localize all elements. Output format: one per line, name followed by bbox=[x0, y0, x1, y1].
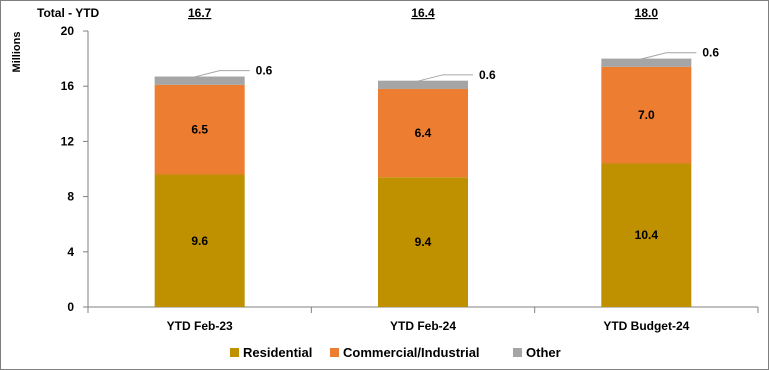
bar-segment-commercial-industrial bbox=[378, 88, 468, 178]
legend-swatch bbox=[230, 348, 239, 357]
x-category-label: YTD Feb-24 bbox=[390, 319, 456, 333]
legend-label: Commercial/Industrial bbox=[343, 345, 480, 360]
total-label: 16.7 bbox=[188, 6, 212, 20]
data-label: 9.4 bbox=[415, 235, 432, 249]
data-label-leader-line bbox=[179, 70, 250, 82]
total-label: 18.0 bbox=[635, 6, 659, 20]
bar-segment-residential bbox=[378, 177, 468, 307]
legend-label: Other bbox=[526, 345, 561, 360]
data-label: 7.0 bbox=[638, 108, 655, 122]
x-category-label: YTD Feb-23 bbox=[167, 319, 233, 333]
data-label: 6.4 bbox=[415, 126, 432, 140]
bar-segment-other bbox=[601, 58, 692, 67]
totals-row-label: Total - YTD bbox=[37, 6, 100, 20]
data-label-leader-line bbox=[626, 52, 697, 64]
bar-segment-residential bbox=[154, 174, 245, 307]
data-label: 0.6 bbox=[702, 46, 719, 60]
data-label: 0.6 bbox=[479, 68, 496, 82]
data-label: 10.4 bbox=[635, 228, 659, 242]
y-axis-title: Millions bbox=[11, 32, 23, 73]
y-tick-label: 20 bbox=[61, 24, 75, 38]
total-label: 16.4 bbox=[411, 6, 435, 20]
y-tick-label: 12 bbox=[61, 134, 75, 148]
y-tick-label: 0 bbox=[67, 300, 74, 314]
legend-label: Residential bbox=[243, 345, 312, 360]
x-category-label: YTD Budget-24 bbox=[603, 319, 689, 333]
y-tick-label: 8 bbox=[67, 190, 74, 204]
y-tick-label: 16 bbox=[61, 79, 75, 93]
data-label-leader-line bbox=[402, 74, 473, 86]
bar-segment-other bbox=[154, 76, 245, 85]
legend-swatch bbox=[330, 348, 339, 357]
bar-segment-commercial-industrial bbox=[154, 84, 245, 175]
legend-swatch bbox=[513, 348, 522, 357]
bar-segment-other bbox=[378, 80, 468, 89]
data-label: 0.6 bbox=[256, 64, 273, 78]
y-tick-label: 4 bbox=[67, 245, 74, 259]
data-label: 6.5 bbox=[191, 123, 208, 137]
bar-segment-residential bbox=[601, 163, 692, 307]
bar-segment-commercial-industrial bbox=[601, 66, 692, 164]
data-label: 9.6 bbox=[191, 234, 208, 248]
